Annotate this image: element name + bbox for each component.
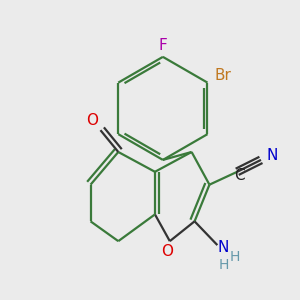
Text: H: H: [230, 250, 240, 264]
Text: N: N: [266, 148, 278, 164]
Text: H: H: [218, 258, 229, 272]
Text: C: C: [234, 168, 244, 183]
Text: O: O: [161, 244, 173, 259]
Text: N: N: [218, 240, 229, 255]
Text: O: O: [86, 113, 98, 128]
Text: Br: Br: [215, 68, 232, 83]
Text: F: F: [158, 38, 167, 53]
